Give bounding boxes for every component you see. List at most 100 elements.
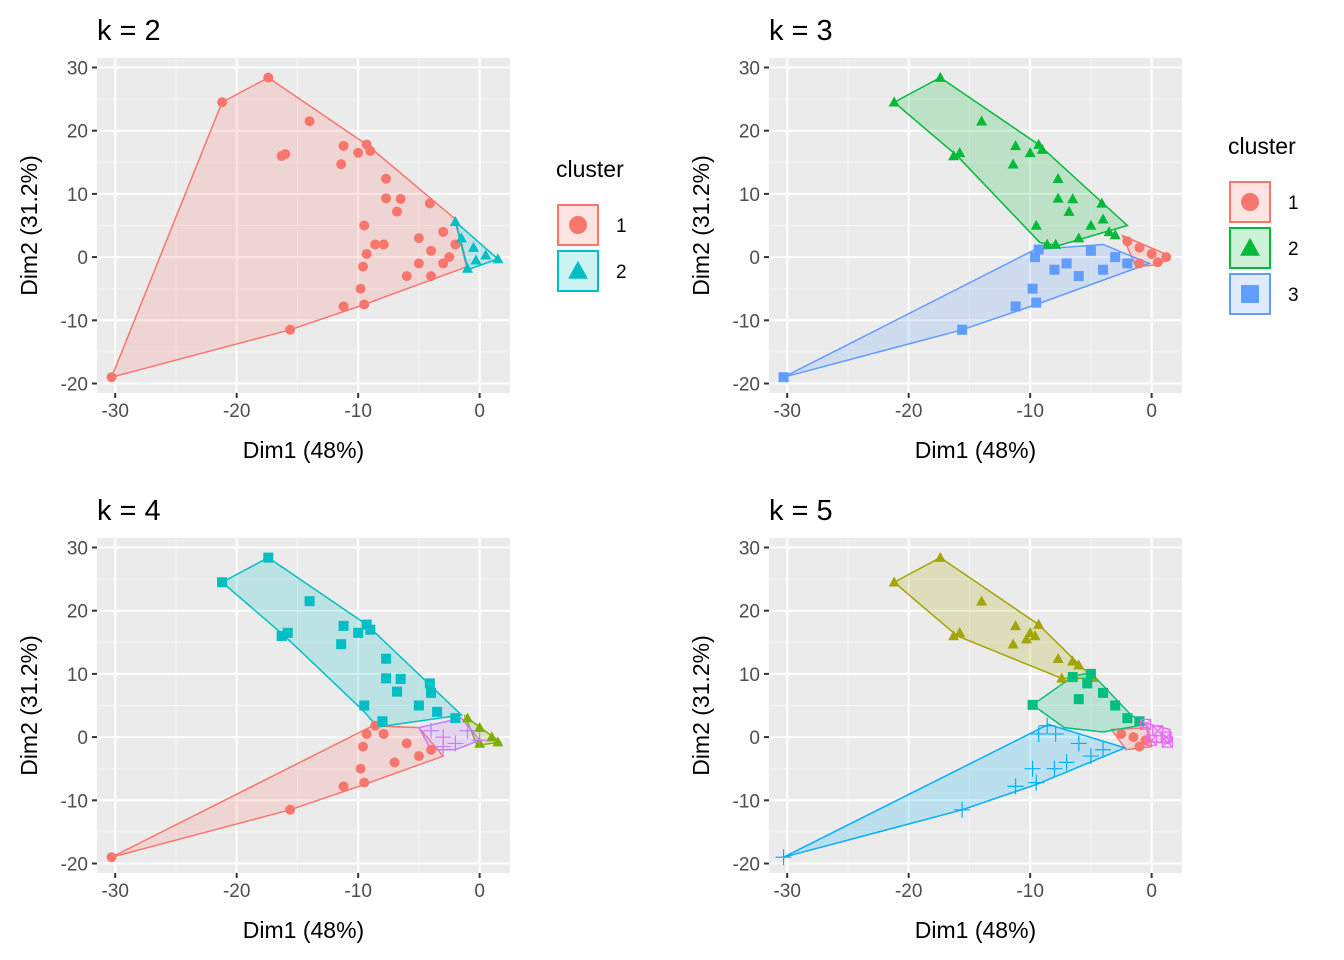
cluster-point-2 [1073,659,1085,670]
cluster-point-2 [948,630,960,641]
legend-label: 3 [1288,285,1299,306]
cluster-point-1 [381,173,392,184]
x-tick-label: -10 [344,401,371,422]
cluster-point-4 [1082,748,1099,765]
cluster-point-3 [1122,258,1133,269]
y-tick-label: -20 [61,375,88,396]
cluster-point-1 [336,159,347,170]
cluster-point-3 [1061,258,1072,269]
cluster-point-2 [1021,633,1033,644]
cluster-point-3 [282,627,293,638]
cluster-point-3 [381,673,392,684]
cluster-point-2 [1010,620,1022,631]
cluster-point-1 [280,149,291,160]
cluster-point-1 [378,239,389,250]
cluster-point-1 [1128,732,1139,743]
cluster-point-4 [1046,760,1063,777]
cluster-point-2 [455,232,467,243]
y-tick-label: 0 [77,248,88,269]
cluster-point-2 [1010,140,1022,151]
cluster-point-1 [413,258,424,269]
cluster-point-1 [285,804,296,815]
cluster-point-2 [1036,143,1048,154]
cluster-hull-4 [783,723,1128,858]
cluster-point-4 [459,722,476,739]
legend-title: cluster [1228,133,1296,159]
cluster-point-4 [471,732,488,749]
cluster-point-3 [395,673,406,684]
panel-k3: k = 3 -30 -20 -10 0 -20 -10 0 10 20 30 Dim1 (48%) Di… [688,15,1299,463]
cluster-point-2 [470,254,482,265]
cluster-point-3 [1027,283,1038,294]
legend-key [1229,181,1271,223]
cluster-point-3 [1085,245,1096,256]
cluster-point-1 [438,258,449,269]
cluster-point-4 [1024,760,1041,777]
panel-title: k = 4 [97,495,161,527]
cluster-point-3 [359,700,370,711]
cluster-point-1 [426,271,437,282]
cluster-point-3 [426,687,437,698]
y-tick-label: 20 [67,122,88,143]
cluster-point-1 [361,248,372,259]
cluster-point-2 [888,576,900,587]
cluster-point-3 [217,577,228,588]
legend-circle-icon [1241,193,1259,211]
legend-title: cluster [556,156,624,182]
x-tick-label: 0 [1146,881,1157,902]
cluster-point-2 [1052,192,1064,203]
cluster-point-2 [1052,653,1064,664]
y-tick-label: -10 [61,311,88,332]
cluster-point-4 [1070,735,1087,752]
y-tick-label: 10 [67,185,88,206]
cluster-point-1 [359,220,370,231]
y-tick-label: 20 [739,602,760,623]
cluster-point-1 [426,744,437,755]
x-tick-label: -10 [344,881,371,902]
cluster-point-2 [1029,630,1041,641]
legend-label: 2 [1288,239,1299,260]
y-tick-label: 10 [739,185,760,206]
cluster-point-3 [381,653,392,664]
legend-item-2: 2 [1229,227,1299,269]
cluster-point-4 [435,738,452,755]
cluster-point-2 [1103,226,1115,237]
x-tick-label: -30 [773,881,800,902]
legend-square-icon [1241,285,1259,303]
cluster-point-2 [461,262,473,273]
cluster-point-2 [1073,232,1085,243]
x-axis-label: Dim1 (48%) [915,437,1036,463]
cluster-point-1 [361,728,372,739]
cluster-point-3 [1073,271,1084,282]
legend-circle-icon [569,216,587,234]
y-tick-label: 20 [67,602,88,623]
cluster-point-3 [377,716,388,727]
cluster-point-2 [1033,618,1045,629]
cluster-point-3 [1073,694,1084,705]
x-axis-label: Dim1 (48%) [915,917,1036,943]
cluster-point-2 [474,721,486,732]
cluster-point-4 [1030,725,1047,742]
cluster-point-3 [1134,716,1145,727]
panel-k5: k = 5 -30 -20 -10 0 -20 -10 0 10 20 30 Dim1 (48%) Di… [688,495,1182,943]
cluster-point-4 [1095,741,1112,758]
cluster-point-3 [392,686,403,697]
cluster-point-1 [365,145,376,156]
cluster-point-1 [370,239,381,250]
cluster-point-4 [1047,725,1064,742]
cluster-point-5 [1139,718,1152,731]
cluster-point-4 [1058,754,1075,771]
cluster-point-2 [480,249,492,260]
cluster-point-1 [1122,236,1133,247]
cluster-point-3 [1082,678,1093,689]
cluster-point-2 [1030,219,1042,230]
x-tick-label: -20 [895,401,922,422]
cluster-point-3 [1122,713,1133,724]
cluster-hull-2 [892,76,1129,247]
cluster-point-2 [888,96,900,107]
cluster-point-1 [355,763,366,774]
cluster-point-1 [106,852,117,863]
cluster-point-1 [392,206,403,217]
x-tick-label: -20 [223,881,250,902]
